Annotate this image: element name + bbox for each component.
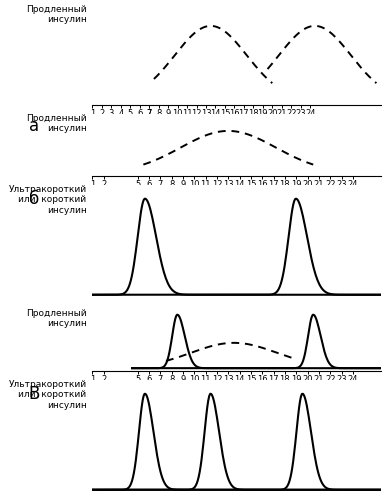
Text: а: а	[29, 117, 39, 135]
Y-axis label: Продленный
инсулин: Продленный инсулин	[26, 114, 87, 134]
Y-axis label: Продленный
инсулин: Продленный инсулин	[26, 5, 87, 24]
Y-axis label: Ультракороткий
или  короткий
инсулин: Ультракороткий или короткий инсулин	[8, 380, 87, 410]
Y-axis label: Продленный
инсулин: Продленный инсулин	[26, 309, 87, 328]
Y-axis label: Ультракороткий
или  короткий
инсулин: Ультракороткий или короткий инсулин	[8, 185, 87, 215]
Text: б: б	[29, 190, 39, 208]
Text: В: В	[29, 384, 40, 402]
